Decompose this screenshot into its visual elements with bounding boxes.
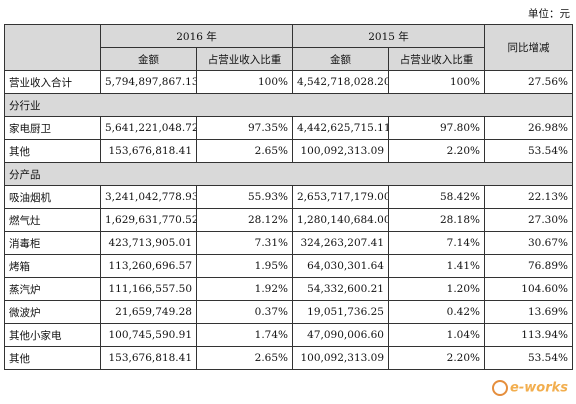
amount-2016: 5,794,897,867.13 [100, 70, 197, 94]
ratio-2015: 2.20% [388, 139, 485, 163]
amount-2016: 113,260,696.57 [100, 254, 197, 278]
product-row: 燃气灶 1,629,631,770.52 28.12% 1,280,140,684.0… [4, 208, 573, 232]
amount-2015: 64,030,301.64 [292, 254, 389, 278]
ratio-2015: 58.42% [388, 185, 485, 209]
row-label: 蒸汽炉 [4, 277, 101, 301]
row-label: 烤箱 [4, 254, 101, 278]
product-row: 消毒柜 423,713,905.01 7.31% 324,263,207.41 7.14… [4, 231, 573, 255]
ratio-2016: 100% [196, 70, 293, 94]
amount-2016: 111,166,557.50 [100, 277, 197, 301]
amount-2016: 100,745,590.91 [100, 323, 197, 347]
ratio-2015: 2.20% [388, 346, 485, 370]
product-row: 微波炉 21,659,749.28 0.37% 19,051,736.25 0.42% 1… [4, 300, 573, 324]
growth-value: 113.94% [484, 323, 573, 347]
row-label: 其他小家电 [4, 323, 101, 347]
ratio-2016: 1.92% [196, 277, 293, 301]
section-product: 分产品 [4, 162, 573, 186]
amount-2015: 47,090,006.60 [292, 323, 389, 347]
revenue-table: 2016 年 2015 年 同比增减 金额 占营业收入比重 金额 占营业收入比重… [4, 24, 573, 370]
growth-value: 22.13% [484, 185, 573, 209]
total-row: 营业收入合计 5,794,897,867.13 100% 4,542,718,028.… [4, 70, 573, 94]
growth-value: 27.56% [484, 70, 573, 94]
amount-2016: 153,676,818.41 [100, 139, 197, 163]
growth-value: 76.89% [484, 254, 573, 278]
section-industry-label: 分行业 [4, 93, 573, 117]
row-label: 家电厨卫 [4, 116, 101, 140]
row-label: 其他 [4, 346, 101, 370]
watermark-logo: e-works [492, 380, 568, 396]
header-ratio-2016: 占营业收入比重 [196, 47, 293, 71]
header-year-2016: 2016 年 [100, 24, 293, 48]
ratio-2015: 1.41% [388, 254, 485, 278]
header-growth: 同比增减 [484, 24, 573, 71]
growth-value: 13.69% [484, 300, 573, 324]
ratio-2016: 28.12% [196, 208, 293, 232]
ratio-2015: 100% [388, 70, 485, 94]
ratio-2015: 1.20% [388, 277, 485, 301]
header-ratio-2015: 占营业收入比重 [388, 47, 485, 71]
watermark-text: e-works [510, 380, 568, 396]
header-empty-cell [4, 24, 101, 71]
row-label: 吸油烟机 [4, 185, 101, 209]
ratio-2016: 97.35% [196, 116, 293, 140]
growth-value: 26.98% [484, 116, 573, 140]
ratio-2015: 0.42% [388, 300, 485, 324]
row-label: 燃气灶 [4, 208, 101, 232]
unit-label: 单位：元 [528, 8, 570, 20]
product-row: 其他 153,676,818.41 2.65% 100,092,313.09 2.20%… [4, 346, 573, 370]
ratio-2016: 7.31% [196, 231, 293, 255]
ratio-2016: 1.74% [196, 323, 293, 347]
row-label: 营业收入合计 [4, 70, 101, 94]
amount-2016: 1,629,631,770.52 [100, 208, 197, 232]
ratio-2015: 7.14% [388, 231, 485, 255]
growth-value: 30.67% [484, 231, 573, 255]
amount-2015: 324,263,207.41 [292, 231, 389, 255]
amount-2015: 19,051,736.25 [292, 300, 389, 324]
table-header: 2016 年 2015 年 同比增减 金额 占营业收入比重 金额 占营业收入比重 [4, 24, 573, 71]
amount-2016: 3,241,042,778.93 [100, 185, 197, 209]
ratio-2015: 28.18% [388, 208, 485, 232]
amount-2015: 100,092,313.09 [292, 346, 389, 370]
product-row: 烤箱 113,260,696.57 1.95% 64,030,301.64 1.41% 7… [4, 254, 573, 278]
product-row: 其他小家电 100,745,590.91 1.74% 47,090,006.60 1.0… [4, 323, 573, 347]
row-label: 消毒柜 [4, 231, 101, 255]
amount-2015: 2,653,717,179.00 [292, 185, 389, 209]
watermark-circle-icon [492, 380, 509, 396]
ratio-2016: 2.65% [196, 346, 293, 370]
header-year-2015: 2015 年 [292, 24, 485, 48]
amount-2015: 4,542,718,028.20 [292, 70, 389, 94]
header-amount-2015: 金额 [292, 47, 389, 71]
amount-2015: 100,092,313.09 [292, 139, 389, 163]
industry-row: 家电厨卫 5,641,221,048.72 97.35% 4,442,625,715.… [4, 116, 573, 140]
industry-row: 其他 153,676,818.41 2.65% 100,092,313.09 2.20%… [4, 139, 573, 163]
growth-value: 53.54% [484, 346, 573, 370]
amount-2016: 21,659,749.28 [100, 300, 197, 324]
table-body: 营业收入合计 5,794,897,867.13 100% 4,542,718,028.… [4, 70, 573, 370]
growth-value: 53.54% [484, 139, 573, 163]
ratio-2016: 2.65% [196, 139, 293, 163]
product-row: 吸油烟机 3,241,042,778.93 55.93% 2,653,717,179.… [4, 185, 573, 209]
header-amount-2016: 金额 [100, 47, 197, 71]
row-label: 微波炉 [4, 300, 101, 324]
ratio-2015: 1.04% [388, 323, 485, 347]
ratio-2016: 1.95% [196, 254, 293, 278]
section-product-label: 分产品 [4, 162, 573, 186]
row-label: 其他 [4, 139, 101, 163]
growth-value: 104.60% [484, 277, 573, 301]
amount-2015: 4,442,625,715.11 [292, 116, 389, 140]
ratio-2016: 0.37% [196, 300, 293, 324]
amount-2016: 153,676,818.41 [100, 346, 197, 370]
amount-2016: 423,713,905.01 [100, 231, 197, 255]
amount-2016: 5,641,221,048.72 [100, 116, 197, 140]
product-row: 蒸汽炉 111,166,557.50 1.92% 54,332,600.21 1.20%… [4, 277, 573, 301]
amount-2015: 1,280,140,684.00 [292, 208, 389, 232]
growth-value: 27.30% [484, 208, 573, 232]
ratio-2016: 55.93% [196, 185, 293, 209]
ratio-2015: 97.80% [388, 116, 485, 140]
amount-2015: 54,332,600.21 [292, 277, 389, 301]
section-industry: 分行业 [4, 93, 573, 117]
